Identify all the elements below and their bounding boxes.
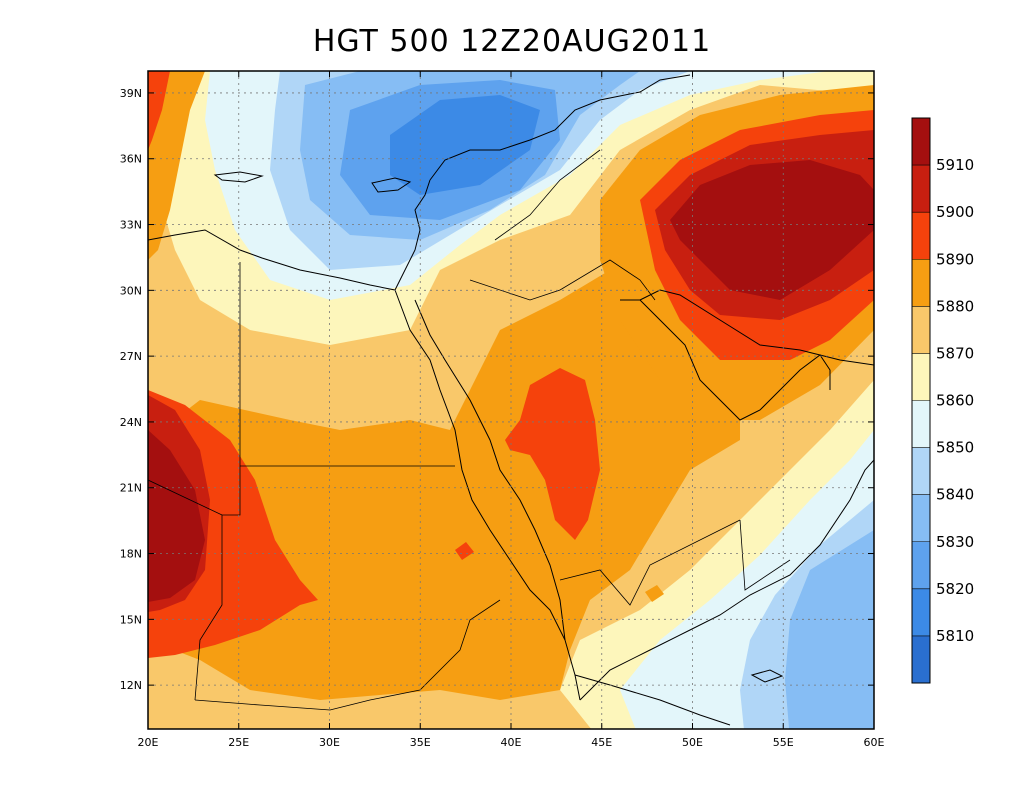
- colorbar-label: 5810: [936, 627, 974, 645]
- lat-tick-label: 12N: [120, 679, 142, 692]
- colorbar-swatch: [912, 118, 930, 166]
- colorbar-label: 5860: [936, 392, 974, 410]
- colorbar-label: 5850: [936, 439, 974, 457]
- colorbar-label: 5840: [936, 486, 974, 504]
- lon-tick-label: 50E: [682, 736, 703, 749]
- map-title: HGT 500 12Z20AUG2011: [312, 24, 712, 59]
- grid-lines: [148, 71, 874, 729]
- colorbar-label: 5820: [936, 580, 974, 598]
- colorbar-swatch: [912, 541, 930, 589]
- colorbar-label: 5900: [936, 203, 974, 221]
- field-5900-small: [455, 542, 474, 560]
- border-saudi-north: [469, 259, 656, 301]
- border-sudan-south: [194, 599, 501, 711]
- lat-tick-label: 36N: [120, 153, 142, 166]
- colorbar-swatch: [912, 588, 930, 636]
- colorbar-swatch: [912, 494, 930, 542]
- colorbar-label: 5870: [936, 344, 974, 362]
- coastline-red-sea-east: [414, 299, 566, 641]
- field-5890-northwest: [148, 71, 205, 260]
- lat-tick-label: 24N: [120, 416, 142, 429]
- longitude-tick-labels: 20E 25E 30E 35E 40E 45E 50E 55E 60E: [138, 736, 885, 749]
- colorbar-label: 5830: [936, 533, 974, 551]
- coastline-arabia-south: [579, 459, 874, 701]
- border-oman: [739, 519, 791, 591]
- lat-tick-label: 27N: [120, 350, 142, 363]
- socotra-island: [750, 669, 784, 683]
- field-5890-small: [645, 585, 664, 602]
- latitude-tick-labels: 12N 15N 18N 21N 24N 27N 30N 33N 36N 39N: [120, 87, 142, 692]
- colorbar-swatch: [912, 353, 930, 401]
- field-5900-arabia: [505, 368, 600, 540]
- coastline-red-sea-west: [394, 289, 581, 701]
- border-iraq-syria: [494, 149, 601, 241]
- colorbar-swatch: [912, 259, 930, 307]
- field-5900-northwest: [148, 71, 170, 150]
- border-libya-chad: [148, 466, 241, 516]
- coastline-horn: [574, 674, 731, 726]
- coastline-iran: [639, 289, 874, 366]
- crete-island: [213, 171, 264, 183]
- lon-tick-label: 45E: [591, 736, 612, 749]
- colorbar-swatch: [912, 165, 930, 213]
- borders: [148, 149, 791, 711]
- tick-marks: [147, 71, 875, 729]
- colorbar-swatch: [912, 212, 930, 260]
- field-5920-northeast: [670, 160, 874, 300]
- lon-tick-label: 40E: [501, 736, 522, 749]
- lat-tick-label: 21N: [120, 482, 142, 495]
- lon-tick-label: 20E: [138, 736, 159, 749]
- lat-tick-label: 30N: [120, 284, 142, 297]
- cyprus-island: [371, 177, 412, 193]
- field-5920-west: [148, 430, 205, 602]
- lon-tick-label: 55E: [773, 736, 794, 749]
- colorbar-swatch: [912, 306, 930, 354]
- colorbar-label: 5890: [936, 250, 974, 268]
- coastline-mediterranean-south: [148, 179, 431, 291]
- colorbar-swatch: [912, 400, 930, 448]
- colorbar-swatch: [912, 635, 930, 683]
- colorbar-label: 5910: [936, 156, 974, 174]
- lat-tick-label: 39N: [120, 87, 142, 100]
- lon-tick-label: 30E: [319, 736, 340, 749]
- border-saudi-yemen: [559, 519, 741, 606]
- colorbar-label: 5880: [936, 297, 974, 315]
- lat-tick-label: 33N: [120, 219, 142, 232]
- lon-tick-label: 60E: [864, 736, 885, 749]
- colorbar: 5810 5820 5830 5840 5850 5860 5870 5880 5890 5900…: [911, 117, 974, 684]
- border-chad-sudan: [194, 515, 223, 701]
- coastline-levant-turkey: [429, 74, 691, 181]
- field-5820-north: [390, 95, 540, 195]
- lat-tick-label: 18N: [120, 548, 142, 561]
- lat-tick-label: 15N: [120, 613, 142, 626]
- field-5840-east: [785, 530, 874, 729]
- colorbar-swatch: [912, 447, 930, 495]
- coastlines: [148, 74, 874, 726]
- lon-tick-label: 35E: [410, 736, 431, 749]
- lon-tick-label: 25E: [228, 736, 249, 749]
